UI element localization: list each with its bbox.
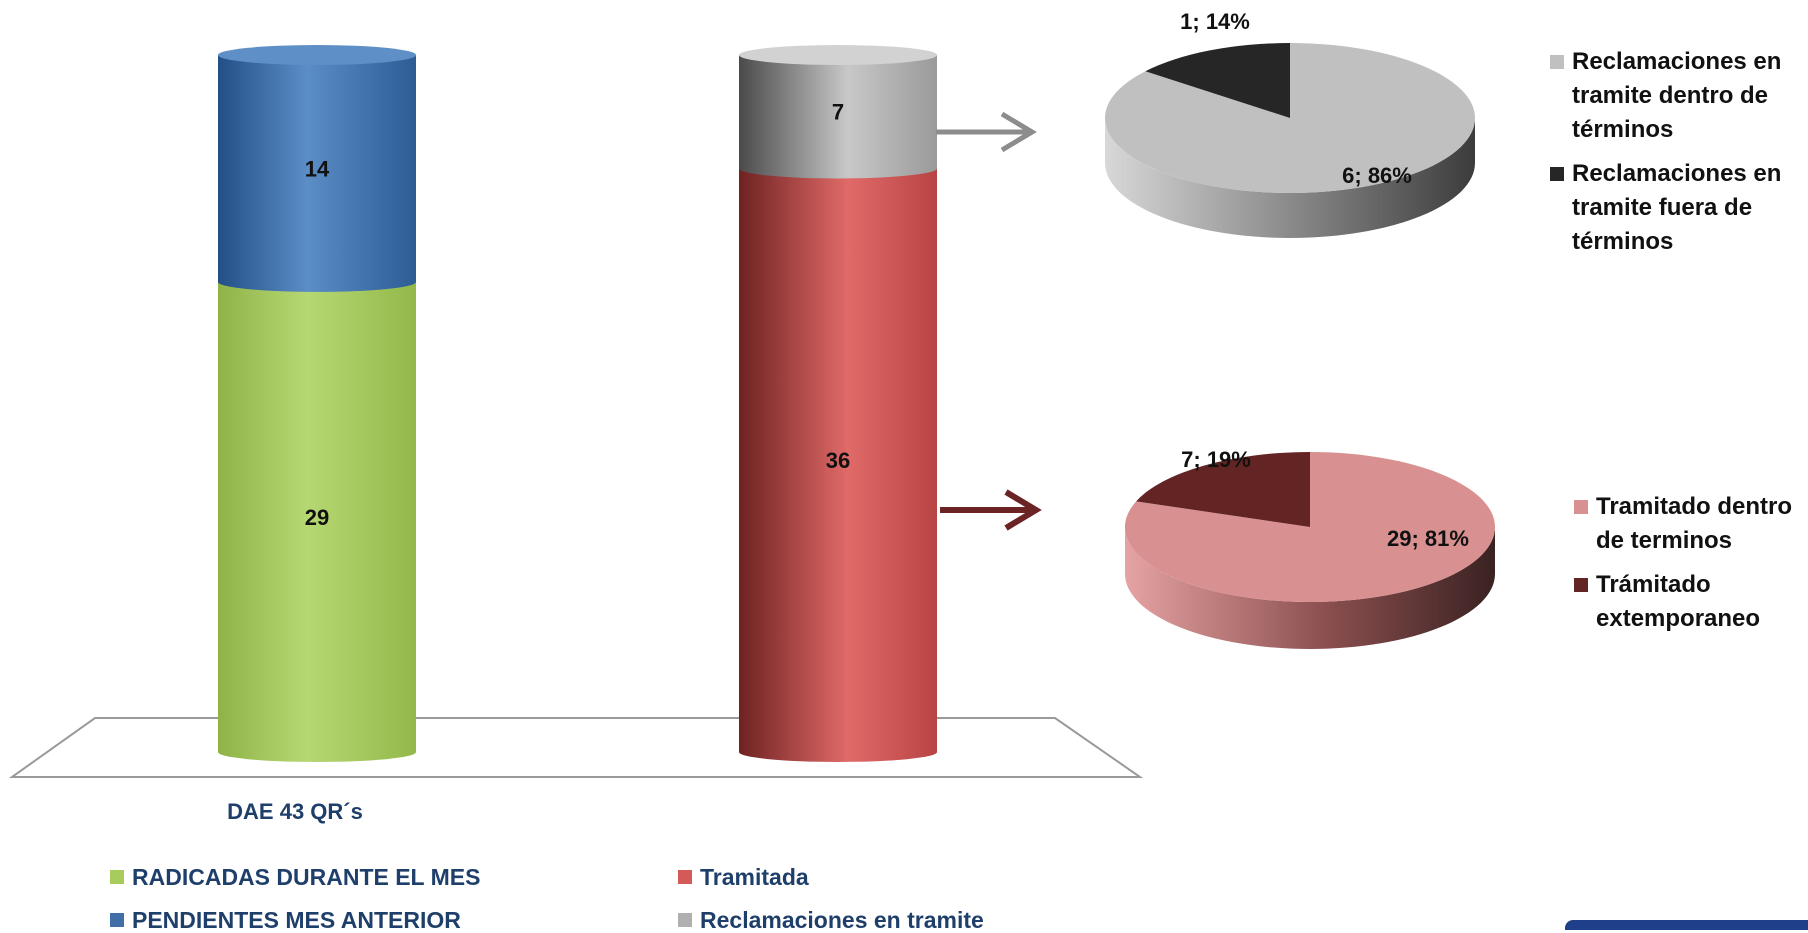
bar-segment-body [739, 168, 937, 763]
arrow-to-pie-2 [940, 489, 1042, 531]
bar-segment-body [739, 55, 937, 179]
bar-segment-body [218, 55, 416, 292]
legend-swatch [678, 870, 692, 884]
legend-label: Trámitado extemporaneo [1596, 571, 1761, 632]
bar-segment-body [218, 281, 416, 762]
legend-item-tramitado-extemporaneo: Trámitado extemporaneo [1574, 568, 1804, 636]
arrow-to-pie-1 [936, 111, 1037, 153]
stacked-bar-2: 36 7 [739, 45, 937, 763]
pie-chart-2: 29; 81% 7; 19% [1125, 447, 1495, 649]
legend-label: Tramitado dentro de terminos [1596, 493, 1793, 554]
legend-item-dentro-terminos: Reclamaciones en tramite dentro de térmi… [1550, 45, 1800, 147]
pie-slice [1145, 43, 1290, 118]
bar-segment: 29 [218, 281, 416, 762]
legend-item-tramitado-dentro: Tramitado dentro de terminos [1574, 490, 1804, 558]
legend-item-reclamaciones: Reclamaciones en tramite [678, 907, 984, 933]
bar-segment: 7 [739, 45, 937, 179]
pie-2-legend: Tramitado dentro de terminos Trámitado e… [1574, 490, 1804, 646]
pie-slice-label: 29; 81% [1387, 526, 1469, 551]
legend-swatch [1550, 55, 1564, 69]
legend-label: Reclamaciones en tramite dentro de térmi… [1572, 48, 1782, 143]
pie-1-legend: Reclamaciones en tramite dentro de térmi… [1550, 45, 1800, 269]
legend-item-fuera-terminos: Reclamaciones en tramite fuera de términ… [1550, 157, 1800, 259]
legend-swatch [1550, 167, 1564, 181]
stacked-bar-1: 29 14 [218, 45, 416, 762]
pie-side [1105, 118, 1475, 238]
chart-floor [8, 717, 1144, 778]
bar-segment: 14 [218, 45, 416, 292]
corner-banner-fragment [1565, 920, 1808, 930]
pie-slice-label: 6; 86% [1342, 163, 1412, 188]
pie-chart-1: 6; 86% 1; 14% [1105, 9, 1475, 238]
pie-side [1125, 527, 1495, 649]
legend-item-tramitada: Tramitada [678, 864, 809, 890]
bar-cap [218, 45, 416, 65]
legend-label: Reclamaciones en tramite fuera de términ… [1572, 160, 1782, 255]
bar-cap [739, 45, 937, 65]
pie-slice-label: 1; 14% [1180, 9, 1250, 34]
legend-swatch [110, 913, 124, 927]
legend-swatch [678, 913, 692, 927]
bar-value-label: 36 [826, 448, 850, 473]
legend-label: Reclamaciones en tramite [700, 907, 984, 933]
legend-item-pendientes: PENDIENTES MES ANTERIOR [110, 907, 461, 933]
bar-value-label: 7 [832, 100, 844, 125]
legend-label: RADICADAS DURANTE EL MES [132, 864, 481, 890]
pie-slice [1136, 452, 1310, 527]
x-category-label: DAE 43 QR´s [227, 799, 363, 824]
bar-value-label: 29 [305, 505, 329, 530]
legend-swatch [110, 870, 124, 884]
legend-label: PENDIENTES MES ANTERIOR [132, 907, 461, 933]
legend-item-radicadas: RADICADAS DURANTE EL MES [110, 864, 480, 890]
bar-value-label: 14 [305, 156, 330, 181]
pie-slice-label: 7; 19% [1181, 447, 1251, 472]
legend-swatch [1574, 578, 1588, 592]
legend-label: Tramitada [700, 864, 809, 890]
legend-swatch [1574, 500, 1588, 514]
bar-segment: 36 [739, 168, 937, 763]
